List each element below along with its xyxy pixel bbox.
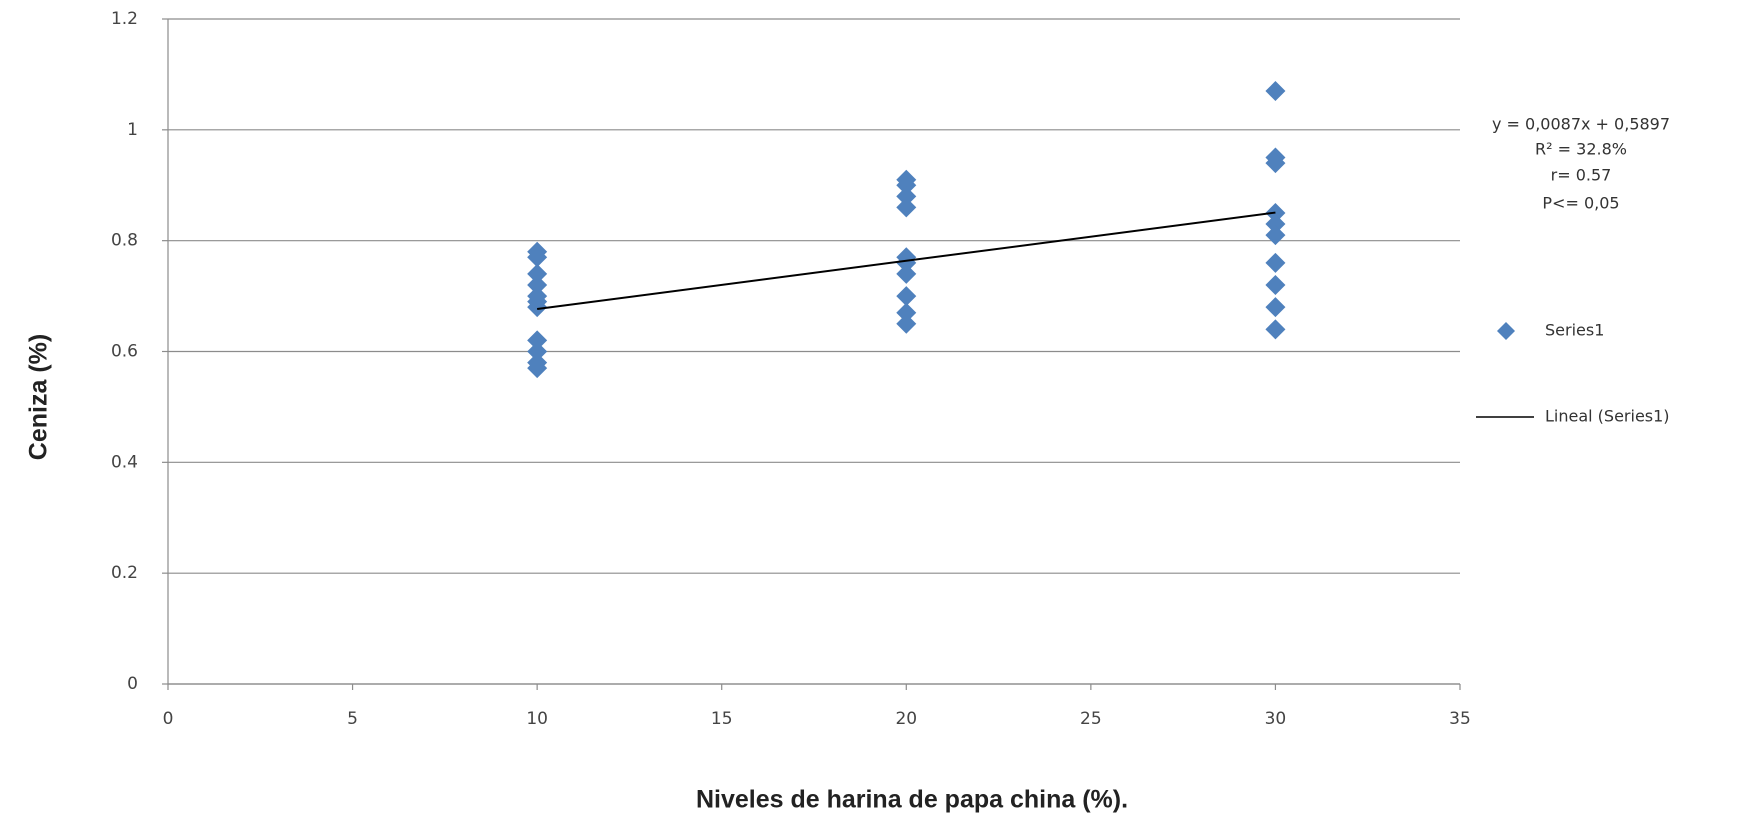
trend-line	[537, 211, 1276, 310]
point	[896, 302, 917, 323]
x-tick-label: 10	[526, 709, 548, 729]
point	[1265, 252, 1286, 273]
y-tick-label: 0.8	[111, 231, 138, 251]
point	[527, 297, 548, 318]
y-tick-label: 0	[127, 674, 138, 694]
annotation: y = 0,0087x + 0,5897	[1492, 115, 1670, 134]
x-tick-label: 25	[1080, 709, 1102, 729]
point	[527, 275, 548, 295]
point	[527, 330, 548, 351]
y-tick-label: 0.4	[111, 452, 138, 472]
x-tick-label: 5	[347, 709, 358, 729]
point	[1265, 81, 1286, 102]
annotation: P<= 0,05	[1542, 194, 1619, 213]
point	[896, 186, 917, 207]
y-tick-label: 1	[127, 120, 138, 140]
point	[896, 252, 917, 273]
point	[1265, 225, 1286, 246]
legend-label: Series1	[1545, 321, 1604, 340]
point	[1265, 214, 1286, 235]
point	[527, 358, 548, 379]
point	[1265, 297, 1286, 318]
x-tick-label: 0	[163, 709, 174, 729]
x-tick-label: 35	[1449, 709, 1471, 729]
point	[896, 313, 917, 334]
point	[1265, 319, 1286, 340]
point	[896, 286, 917, 307]
y-tick-label: 0.6	[111, 342, 138, 362]
annotation: R² = 32.8%	[1535, 140, 1627, 159]
point	[1265, 153, 1286, 174]
y-axis-title: Ceniza (%)	[25, 334, 53, 460]
annotation: r= 0.57	[1551, 166, 1612, 185]
legend-label: Lineal (Series1)	[1545, 407, 1670, 426]
legend-marker	[1497, 322, 1515, 340]
point	[527, 341, 548, 362]
point	[896, 263, 917, 284]
point	[1265, 275, 1286, 295]
x-tick-label: 20	[895, 709, 917, 729]
x-tick-label: 30	[1265, 709, 1287, 729]
x-axis-title: Niveles de harina de papa china (%).	[696, 786, 1128, 814]
y-tick-label: 0.2	[111, 563, 138, 583]
point	[527, 247, 548, 268]
point	[896, 197, 917, 218]
point	[896, 175, 917, 196]
y-tick-label: 1.2	[111, 9, 138, 29]
point	[527, 263, 548, 284]
x-tick-label: 15	[711, 709, 733, 729]
